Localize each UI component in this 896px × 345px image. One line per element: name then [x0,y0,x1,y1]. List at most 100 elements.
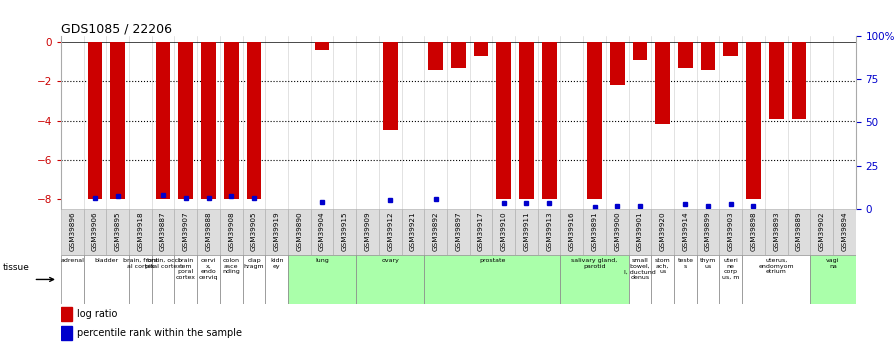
Bar [765,209,788,255]
Bar [110,42,125,199]
Bar [243,209,265,255]
Bar [719,255,742,304]
Bar [356,255,424,304]
Bar [655,42,670,125]
Bar [201,42,216,199]
Text: GSM39921: GSM39921 [409,211,416,251]
Bar [333,209,356,255]
Text: GSM39919: GSM39919 [273,211,280,251]
Text: bladder: bladder [94,258,118,263]
Bar [197,209,220,255]
Text: GSM39913: GSM39913 [547,211,552,251]
Bar [742,209,765,255]
Text: stom
ach,
us: stom ach, us [655,258,670,274]
Bar [156,42,170,199]
Text: uteri
ne
corp
us, m: uteri ne corp us, m [722,258,739,280]
Bar [810,255,856,304]
Bar [742,255,810,304]
Text: GSM39918: GSM39918 [137,211,143,251]
Bar [88,42,102,199]
Bar [610,42,625,85]
Text: GSM39898: GSM39898 [751,211,756,251]
Bar [311,209,333,255]
Text: salivary gland,
parotid: salivary gland, parotid [572,258,617,268]
Text: GSM39892: GSM39892 [433,211,439,251]
Bar [129,255,151,304]
Bar [697,255,719,304]
Text: GSM39902: GSM39902 [819,211,824,251]
Bar [61,255,83,304]
Bar [674,209,697,255]
Text: prostate: prostate [479,258,505,263]
Text: GSM39901: GSM39901 [637,211,643,251]
Text: cervi
x,
endo
cerviq: cervi x, endo cerviq [199,258,219,280]
Text: GSM39895: GSM39895 [115,211,121,251]
Bar [265,255,288,304]
Bar [356,209,379,255]
Bar [538,209,561,255]
Text: percentile rank within the sample: percentile rank within the sample [77,328,242,338]
Bar [833,209,856,255]
Bar [178,42,194,199]
Text: GSM39904: GSM39904 [319,211,325,251]
Bar [83,209,107,255]
Bar [383,42,398,130]
Bar [288,255,356,304]
Bar [243,255,265,304]
Bar [633,42,647,60]
Text: GSM39905: GSM39905 [251,211,257,251]
Text: GSM39903: GSM39903 [728,211,734,251]
Text: GSM39920: GSM39920 [659,211,666,251]
Bar [651,255,674,304]
Bar [424,255,561,304]
Text: small
bowel,
l, ductund
denus: small bowel, l, ductund denus [625,258,656,280]
Text: kidn
ey: kidn ey [270,258,283,268]
Text: GSM39906: GSM39906 [92,211,98,251]
Text: adrenal: adrenal [60,258,84,263]
Text: GSM39914: GSM39914 [683,211,688,251]
Text: brain, occi
pital cortex: brain, occi pital cortex [145,258,181,268]
Bar [220,255,243,304]
Bar [810,209,833,255]
Text: GSM39899: GSM39899 [705,211,711,251]
Bar [451,42,466,68]
Bar [314,42,330,50]
Bar [151,255,175,304]
Bar [629,209,651,255]
Bar [288,209,311,255]
Text: GSM39900: GSM39900 [615,211,620,251]
Text: GSM39897: GSM39897 [455,211,461,251]
Bar [515,209,538,255]
Text: diap
hragm: diap hragm [244,258,264,268]
Bar [474,42,488,56]
Text: GSM39893: GSM39893 [773,211,780,251]
Bar [175,209,197,255]
Bar [61,307,73,321]
Text: ovary: ovary [381,258,399,263]
Bar [746,42,761,199]
Text: GSM39910: GSM39910 [501,211,507,251]
Bar [769,42,784,119]
Text: brain, front
al cortex: brain, front al cortex [123,258,158,268]
Bar [723,42,738,56]
Bar [151,209,175,255]
Bar [697,209,719,255]
Bar [428,42,443,70]
Bar [129,209,151,255]
Bar [83,255,129,304]
Bar [674,255,697,304]
Bar [246,42,262,199]
Bar [424,209,447,255]
Bar [175,255,197,304]
Text: tissue: tissue [3,263,30,272]
Bar [496,42,511,199]
Bar [401,209,424,255]
Bar [493,209,515,255]
Bar [61,326,73,339]
Text: GSM39887: GSM39887 [160,211,166,251]
Bar [561,255,629,304]
Bar [791,42,806,119]
Text: GSM39917: GSM39917 [478,211,484,251]
Bar [542,42,556,199]
Bar [606,209,629,255]
